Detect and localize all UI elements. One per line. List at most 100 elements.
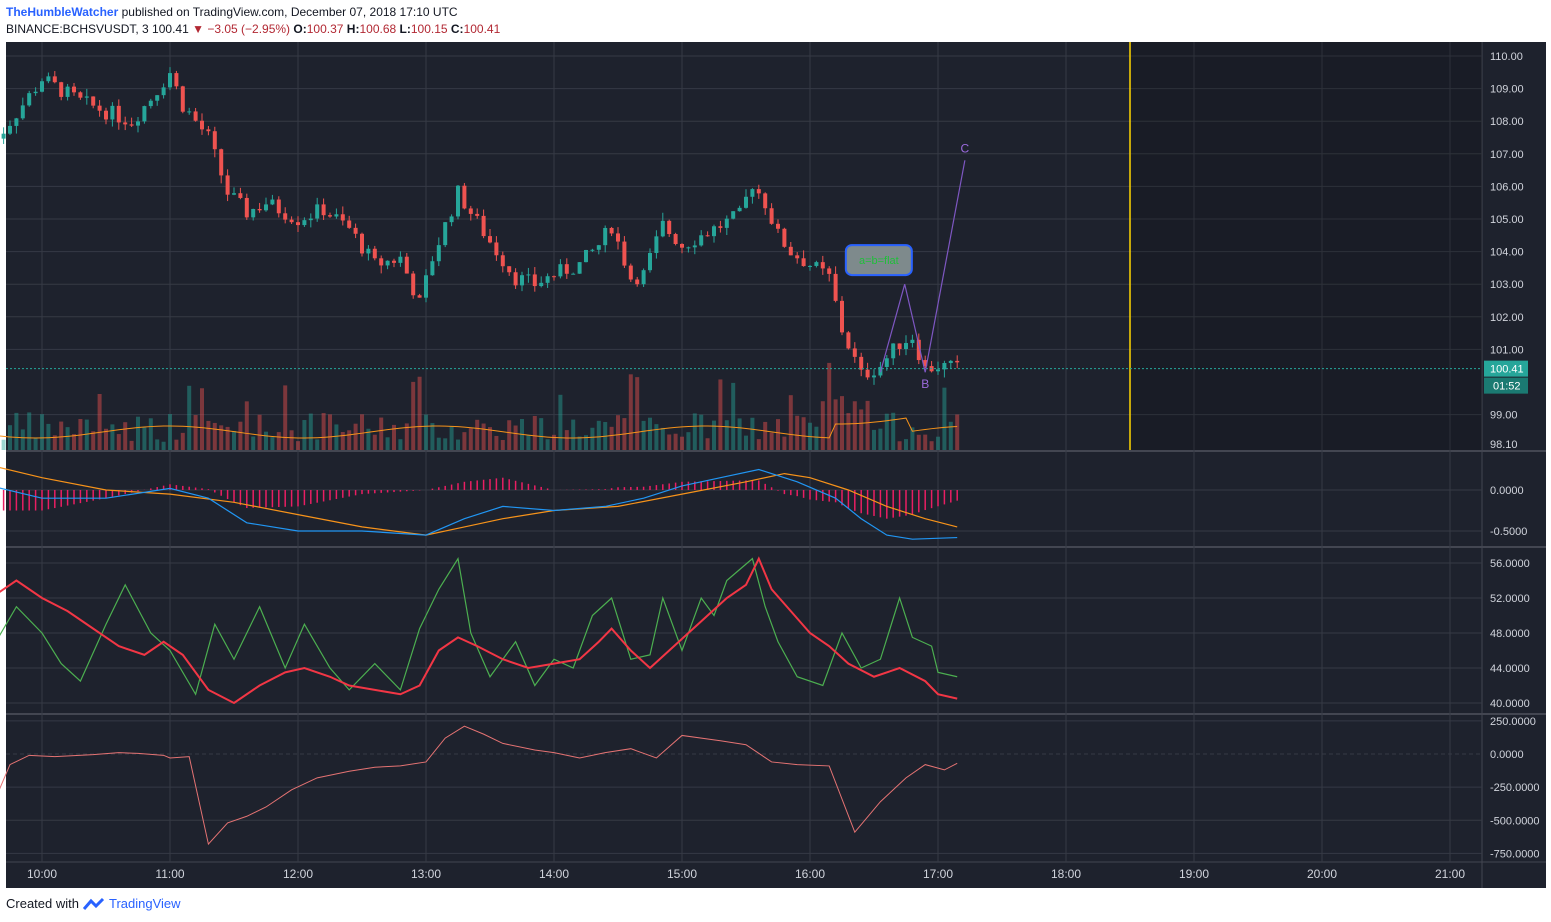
volume-bar — [27, 412, 32, 450]
volume-bar — [340, 431, 345, 450]
candle-body — [180, 86, 185, 112]
candle-body — [238, 193, 243, 198]
volume-bar — [827, 362, 832, 450]
volume-bar — [942, 387, 947, 450]
volume-bar — [232, 430, 236, 450]
volume-bar — [763, 421, 768, 450]
rsi-tick-label: 44.0000 — [1490, 663, 1530, 675]
candle-body — [392, 260, 396, 263]
close-value: 100.41 — [463, 22, 501, 36]
candle-body — [718, 226, 723, 228]
volume-bar — [660, 427, 665, 450]
volume-bars — [0, 362, 960, 450]
time-tick-label: 15:00 — [667, 867, 697, 881]
last-price: 100.41 — [152, 22, 189, 36]
price-tick-label: 104.00 — [1490, 247, 1524, 259]
candle-body — [712, 226, 716, 237]
candle-body — [430, 261, 435, 276]
author-link[interactable]: TheHumbleWatcher — [6, 5, 119, 19]
candle-body — [859, 356, 864, 370]
volume-bar — [776, 419, 780, 450]
volume-bar — [628, 374, 633, 450]
volume-bar — [456, 439, 460, 450]
volume-bar — [321, 413, 326, 450]
candle-body — [270, 199, 275, 205]
volume-bar — [238, 421, 243, 450]
volume-bar — [379, 417, 384, 450]
price-change: −3.05 (−2.95%) — [207, 22, 291, 36]
volume-bar — [744, 435, 748, 450]
candle-body — [27, 93, 32, 106]
candle-body — [1, 133, 6, 139]
volume-bar — [616, 415, 620, 450]
candle-body — [692, 245, 697, 248]
candle-body — [904, 343, 908, 350]
volume-bar — [283, 385, 288, 450]
volume-bar — [936, 436, 940, 450]
volume-bar — [334, 424, 339, 450]
candle-body — [436, 245, 441, 262]
candle-body — [129, 124, 134, 126]
candle-body — [283, 213, 288, 220]
candle-body — [552, 276, 556, 278]
rsi-series-red — [0, 556, 958, 705]
candle-body — [302, 220, 307, 226]
candle-body — [8, 125, 12, 134]
candle-body — [628, 265, 633, 280]
tradingview-brand[interactable]: TradingView — [108, 896, 181, 911]
volume-bar — [641, 420, 646, 450]
time-tick-label: 11:00 — [155, 867, 184, 881]
candle-body — [417, 295, 422, 298]
high-value: 100.68 — [359, 22, 397, 36]
cci-tick-label: -750.0000 — [1490, 848, 1540, 860]
volume-bar — [590, 427, 595, 450]
rsi-tick-label: 40.0000 — [1490, 698, 1530, 710]
candle-body — [475, 213, 480, 216]
candle-body — [59, 82, 64, 97]
volume-bar — [859, 409, 864, 450]
cci-tick-label: 0.0000 — [1490, 749, 1524, 761]
candle-body — [123, 122, 128, 125]
volume-bar — [225, 426, 230, 450]
volume-bar — [40, 414, 44, 450]
low-label: L: — [399, 22, 411, 36]
created-with-label: Created with — [6, 896, 79, 911]
volume-bar — [219, 425, 224, 450]
time-tick-label: 21:00 — [1435, 867, 1465, 881]
volume-bar — [718, 379, 723, 450]
candle-body — [481, 215, 486, 237]
volume-bar — [801, 417, 806, 450]
volume-bar — [411, 381, 416, 450]
volume-bar — [865, 400, 870, 450]
last-price-label: 100.41 — [1490, 364, 1524, 376]
candle-body — [328, 215, 332, 217]
price-tick-label: 110.00 — [1490, 51, 1523, 63]
price-tick-label: 108.00 — [1490, 116, 1524, 128]
price-tick-label: 98.10 — [1490, 439, 1518, 451]
volume-bar — [360, 414, 364, 450]
wave-label-b: B — [921, 377, 929, 391]
volume-bar — [539, 418, 544, 450]
macd-line — [0, 468, 958, 540]
candle-body — [916, 339, 921, 361]
price-candles — [1, 67, 960, 385]
candle-body — [161, 87, 166, 96]
volume-bar — [270, 437, 275, 450]
candle-body — [33, 91, 38, 94]
volume-bar — [692, 413, 697, 450]
candle-body — [584, 249, 588, 263]
publish-header: TheHumbleWatcher published on TradingVie… — [6, 5, 458, 19]
candle-body — [411, 273, 416, 296]
candle-body — [443, 222, 448, 246]
cci-tick-label: -250.0000 — [1490, 782, 1540, 794]
volume-bar — [513, 425, 518, 450]
candle-body — [404, 256, 409, 274]
volume-bar — [417, 376, 422, 450]
rsi-series-green — [0, 556, 958, 696]
price-tick-label: 99.00 — [1490, 410, 1518, 422]
volume-bar — [315, 439, 320, 450]
candle-body — [756, 189, 761, 194]
symbol-header: BINANCE:BCHSVUSDT, 3 100.41 ▼ −3.05 (−2.… — [6, 22, 500, 36]
candle-body — [276, 199, 281, 214]
